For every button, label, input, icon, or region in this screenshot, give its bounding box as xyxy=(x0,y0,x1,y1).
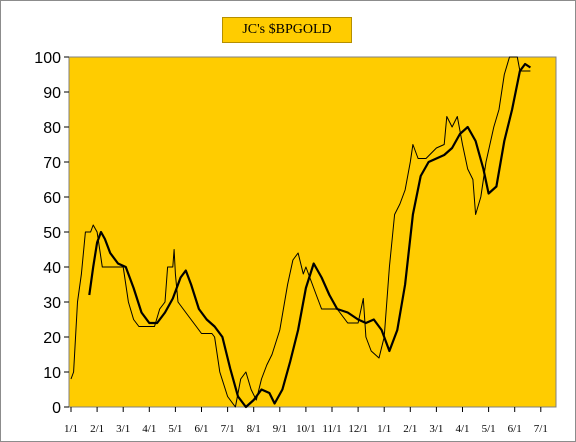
x-tick-label: 9/1 xyxy=(273,423,287,435)
x-tick-label: 3/1 xyxy=(116,423,130,435)
smoothed-series-line xyxy=(88,62,532,409)
x-tick-label: 6/1 xyxy=(508,423,522,435)
x-tick-label: 3/1 xyxy=(429,423,443,435)
y-tick-label: 100 xyxy=(34,50,61,67)
x-tick-label: 5/1 xyxy=(168,423,182,435)
x-tick-label: 6/1 xyxy=(194,423,208,435)
x-tick-label: 5/1 xyxy=(482,423,496,435)
y-tick-label: 50 xyxy=(43,225,61,242)
y-tick-label: 0 xyxy=(52,400,61,417)
plot-area xyxy=(68,56,557,408)
x-tick-label: 8/1 xyxy=(247,423,261,435)
y-tick-label: 80 xyxy=(43,120,61,137)
x-tick-label: 11/1 xyxy=(322,423,341,435)
x-tick-label: 4/1 xyxy=(455,423,469,435)
x-tick-label: 1/1 xyxy=(64,423,78,435)
x-tick-label: 2/1 xyxy=(403,423,417,435)
y-tick-label: 40 xyxy=(43,260,61,277)
x-tick-label: 4/1 xyxy=(142,423,156,435)
x-tick-label: 7/1 xyxy=(221,423,235,435)
y-tick-label: 70 xyxy=(43,155,61,172)
chart-title: JC's $BPGOLD xyxy=(222,17,352,43)
x-tick-label: 12/1 xyxy=(348,423,368,435)
y-tick-label: 30 xyxy=(43,295,61,312)
y-tick-label: 20 xyxy=(43,330,61,347)
y-tick-label: 60 xyxy=(43,190,61,207)
x-tick-label: 2/1 xyxy=(90,423,104,435)
y-tick-label: 10 xyxy=(43,365,61,382)
y-tick-label: 90 xyxy=(43,85,61,102)
x-tick-label: 10/1 xyxy=(296,423,316,435)
raw-series-line xyxy=(70,56,531,408)
x-tick-label: 1/1 xyxy=(377,423,391,435)
x-tick-label: 7/1 xyxy=(534,423,548,435)
